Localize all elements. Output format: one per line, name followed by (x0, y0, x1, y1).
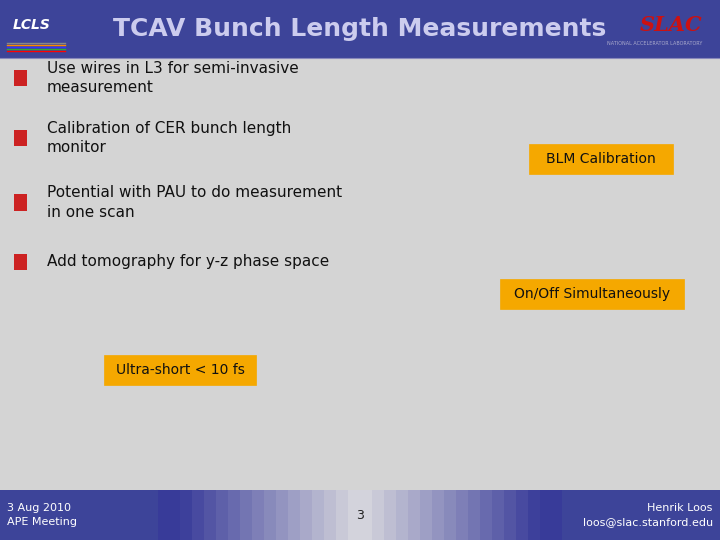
Bar (276, 490, 288, 540)
Bar (396, 490, 408, 540)
Bar (252, 490, 264, 540)
Bar (468, 490, 480, 540)
Bar (168, 490, 180, 540)
Text: LCLS: LCLS (12, 18, 50, 32)
Bar (552, 490, 564, 540)
Bar (324, 490, 336, 540)
Bar (588, 490, 600, 540)
Bar (576, 490, 588, 540)
Bar (708, 490, 720, 540)
Bar (132, 490, 144, 540)
Bar (408, 490, 420, 540)
Text: On/Off Simultaneously: On/Off Simultaneously (514, 287, 670, 301)
Bar (0, 490, 12, 540)
Bar (312, 490, 324, 540)
Bar (24, 490, 36, 540)
Bar (288, 490, 300, 540)
Bar (612, 490, 624, 540)
Bar (684, 490, 696, 540)
Bar (432, 490, 444, 540)
Bar (600, 490, 612, 540)
Bar (636, 490, 648, 540)
Bar (672, 490, 684, 540)
Bar (264, 490, 276, 540)
Bar (12, 490, 24, 540)
Bar (96, 490, 108, 540)
Bar (120, 490, 132, 540)
Text: NATIONAL ACCELERATOR LABORATORY: NATIONAL ACCELERATOR LABORATORY (607, 40, 702, 46)
Bar (516, 490, 528, 540)
Bar (540, 490, 552, 540)
Bar (456, 490, 468, 540)
Bar (84, 490, 96, 540)
Bar (104, 355, 256, 384)
Bar (529, 144, 673, 174)
Text: BLM Calibration: BLM Calibration (546, 152, 656, 166)
Bar (14, 194, 27, 211)
Bar (72, 490, 84, 540)
Bar (60, 490, 72, 540)
Bar (420, 490, 432, 540)
Text: Ultra-short < 10 fs: Ultra-short < 10 fs (116, 363, 244, 377)
Bar (192, 490, 204, 540)
Bar (36, 490, 48, 540)
Bar (504, 490, 516, 540)
Bar (300, 490, 312, 540)
Bar (216, 490, 228, 540)
Text: Calibration of CER bunch length
monitor: Calibration of CER bunch length monitor (47, 120, 291, 155)
Bar (348, 490, 360, 540)
Bar (660, 490, 672, 540)
Bar (696, 490, 708, 540)
Bar (624, 490, 636, 540)
Bar (492, 490, 504, 540)
Bar (444, 490, 456, 540)
Text: 3 Aug 2010
APE Meeting: 3 Aug 2010 APE Meeting (7, 503, 77, 527)
Bar (48, 490, 60, 540)
Bar (648, 490, 660, 540)
Bar (14, 70, 27, 86)
Bar (0, 0, 720, 58)
Bar (156, 490, 168, 540)
Bar (360, 490, 372, 540)
Text: Add tomography for y-z phase space: Add tomography for y-z phase space (47, 254, 329, 269)
Bar (144, 490, 156, 540)
Bar (14, 254, 27, 270)
Bar (384, 490, 396, 540)
Bar (240, 490, 252, 540)
Text: SLAC: SLAC (639, 15, 702, 35)
Bar (0, 58, 720, 490)
Text: TCAV Bunch Length Measurements: TCAV Bunch Length Measurements (113, 17, 607, 41)
Text: Henrik Loos
loos@slac.stanford.edu: Henrik Loos loos@slac.stanford.edu (582, 503, 713, 527)
Bar (372, 490, 384, 540)
Bar (204, 490, 216, 540)
Bar (480, 490, 492, 540)
Bar (0, 490, 158, 540)
Bar (14, 130, 27, 146)
Text: Potential with PAU to do measurement
in one scan: Potential with PAU to do measurement in … (47, 185, 342, 220)
Bar (108, 490, 120, 540)
Text: 3: 3 (356, 509, 364, 522)
Bar (180, 490, 192, 540)
Text: Use wires in L3 for semi-invasive
measurement: Use wires in L3 for semi-invasive measur… (47, 61, 299, 96)
Bar (564, 490, 576, 540)
Bar (528, 490, 540, 540)
Bar (500, 280, 684, 309)
Bar (562, 490, 720, 540)
Bar (336, 490, 348, 540)
Bar (228, 490, 240, 540)
